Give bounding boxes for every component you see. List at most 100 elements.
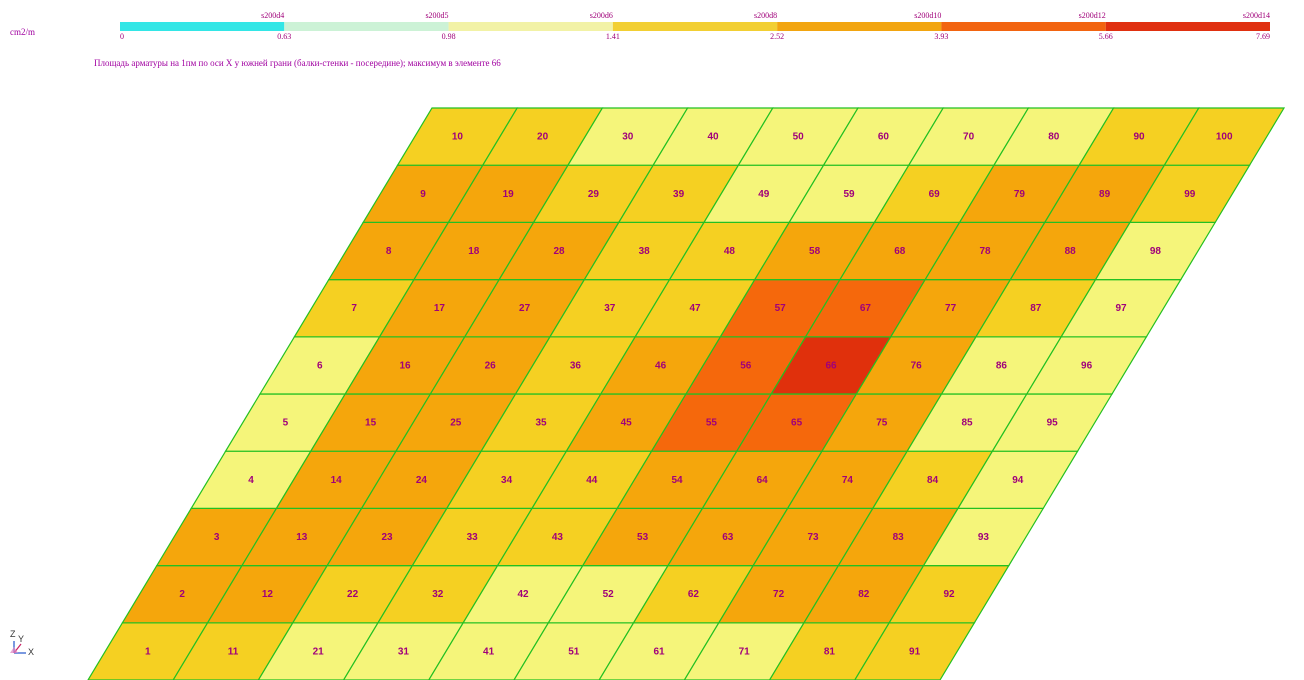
element-number-label: 26	[485, 360, 497, 371]
element-number-label: 71	[739, 646, 751, 657]
element-number-label: 5	[283, 418, 289, 429]
element-number-label: 84	[927, 475, 939, 486]
element-number-label: 63	[722, 532, 734, 543]
element-number-label: 27	[519, 303, 531, 314]
element-number-label: 20	[537, 132, 549, 143]
element-number-label: 89	[1099, 189, 1111, 200]
element-number-label: 66	[825, 360, 837, 371]
color-scale-legend: s200d4 s200d5 s200d6 s200d8 s200d10 s200d12 s2…	[120, 11, 1270, 41]
element-number-label: 37	[604, 303, 616, 314]
element-number-label: 44	[586, 475, 598, 486]
element-number-label: 19	[503, 189, 515, 200]
element-number-label: 61	[653, 646, 665, 657]
element-number-label: 39	[673, 189, 685, 200]
result-caption: Площадь арматуры на 1пм по оси X у южней…	[94, 58, 501, 68]
legend-band	[284, 22, 449, 31]
element-number-label: 51	[568, 646, 580, 657]
legend-tick-label: 3.93	[934, 32, 948, 41]
element-number-label: 98	[1150, 246, 1162, 257]
unit-label: cm2/m	[10, 27, 35, 37]
element-number-label: 72	[773, 589, 785, 600]
legend-band	[941, 22, 1106, 31]
element-number-label: 70	[963, 132, 975, 143]
element-number-label: 11	[228, 646, 239, 657]
element-number-label: 24	[416, 475, 428, 486]
legend-tick-label: 0	[120, 32, 124, 41]
element-number-label: 58	[809, 246, 821, 257]
element-number-label: 31	[398, 646, 410, 657]
element-number-label: 85	[961, 418, 973, 429]
element-number-label: 23	[381, 532, 393, 543]
element-number-label: 3	[214, 532, 220, 543]
element-number-label: 64	[757, 475, 769, 486]
element-number-label: 56	[740, 360, 752, 371]
element-number-label: 25	[450, 418, 462, 429]
element-number-label: 83	[893, 532, 905, 543]
legend-band-label: s200d6	[590, 11, 613, 20]
axis-z-label: Z	[10, 629, 16, 639]
element-number-label: 4	[248, 475, 254, 486]
element-number-label: 13	[296, 532, 308, 543]
element-number-label: 29	[588, 189, 600, 200]
element-number-label: 46	[655, 360, 667, 371]
legend-tick-label: 0.63	[277, 32, 291, 41]
element-number-label: 78	[979, 246, 991, 257]
element-number-label: 62	[688, 589, 700, 600]
legend-band-label: s200d14	[1243, 11, 1270, 20]
element-number-label: 55	[706, 418, 718, 429]
element-number-label: 8	[386, 246, 392, 257]
legend-band-label: s200d12	[1079, 11, 1106, 20]
legend-band	[120, 22, 285, 31]
element-number-label: 6	[317, 360, 323, 371]
legend-tick-label: 0.98	[442, 32, 456, 41]
legend-band	[1105, 22, 1270, 31]
element-number-label: 7	[351, 303, 357, 314]
element-number-label: 35	[535, 418, 547, 429]
element-number-label: 17	[434, 303, 446, 314]
element-number-label: 75	[876, 418, 888, 429]
element-number-label: 92	[943, 589, 955, 600]
element-number-label: 2	[179, 589, 185, 600]
element-number-label: 59	[843, 189, 855, 200]
legend-band-label: s200d10	[914, 11, 941, 20]
element-number-label: 53	[637, 532, 649, 543]
element-number-label: 36	[570, 360, 582, 371]
legend-band-label: s200d8	[754, 11, 777, 20]
element-number-label: 100	[1216, 132, 1233, 143]
axis-x-label: X	[28, 647, 34, 657]
element-number-label: 45	[621, 418, 633, 429]
element-number-label: 54	[671, 475, 683, 486]
element-number-label: 77	[945, 303, 957, 314]
legend-tick-label: 7.69	[1256, 32, 1270, 41]
element-number-label: 15	[365, 418, 377, 429]
element-number-label: 43	[552, 532, 564, 543]
element-number-label: 87	[1030, 303, 1042, 314]
element-number-label: 12	[262, 589, 274, 600]
element-number-label: 57	[775, 303, 787, 314]
element-number-label: 16	[399, 360, 411, 371]
legend-tick-label: 5.66	[1099, 32, 1113, 41]
element-number-label: 18	[468, 246, 480, 257]
element-number-label: 42	[517, 589, 529, 600]
axes-triad-icon: Z Y X	[10, 629, 34, 657]
element-number-label: 41	[483, 646, 495, 657]
element-number-label: 76	[911, 360, 923, 371]
element-number-label: 60	[878, 132, 890, 143]
element-number-label: 50	[793, 132, 805, 143]
element-number-label: 49	[758, 189, 770, 200]
element-number-label: 90	[1133, 132, 1145, 143]
element-number-label: 14	[331, 475, 343, 486]
element-number-label: 32	[432, 589, 444, 600]
element-number-label: 73	[807, 532, 819, 543]
grid-element[interactable]	[1163, 107, 1286, 166]
element-number-label: 34	[501, 475, 513, 486]
element-number-label: 1	[145, 646, 151, 657]
element-number-label: 99	[1184, 189, 1196, 200]
element-number-label: 21	[313, 646, 325, 657]
element-number-label: 93	[978, 532, 990, 543]
element-number-label: 96	[1081, 360, 1093, 371]
element-number-label: 88	[1065, 246, 1077, 257]
element-number-label: 22	[347, 589, 359, 600]
legend-tick-label: 2.52	[770, 32, 784, 41]
